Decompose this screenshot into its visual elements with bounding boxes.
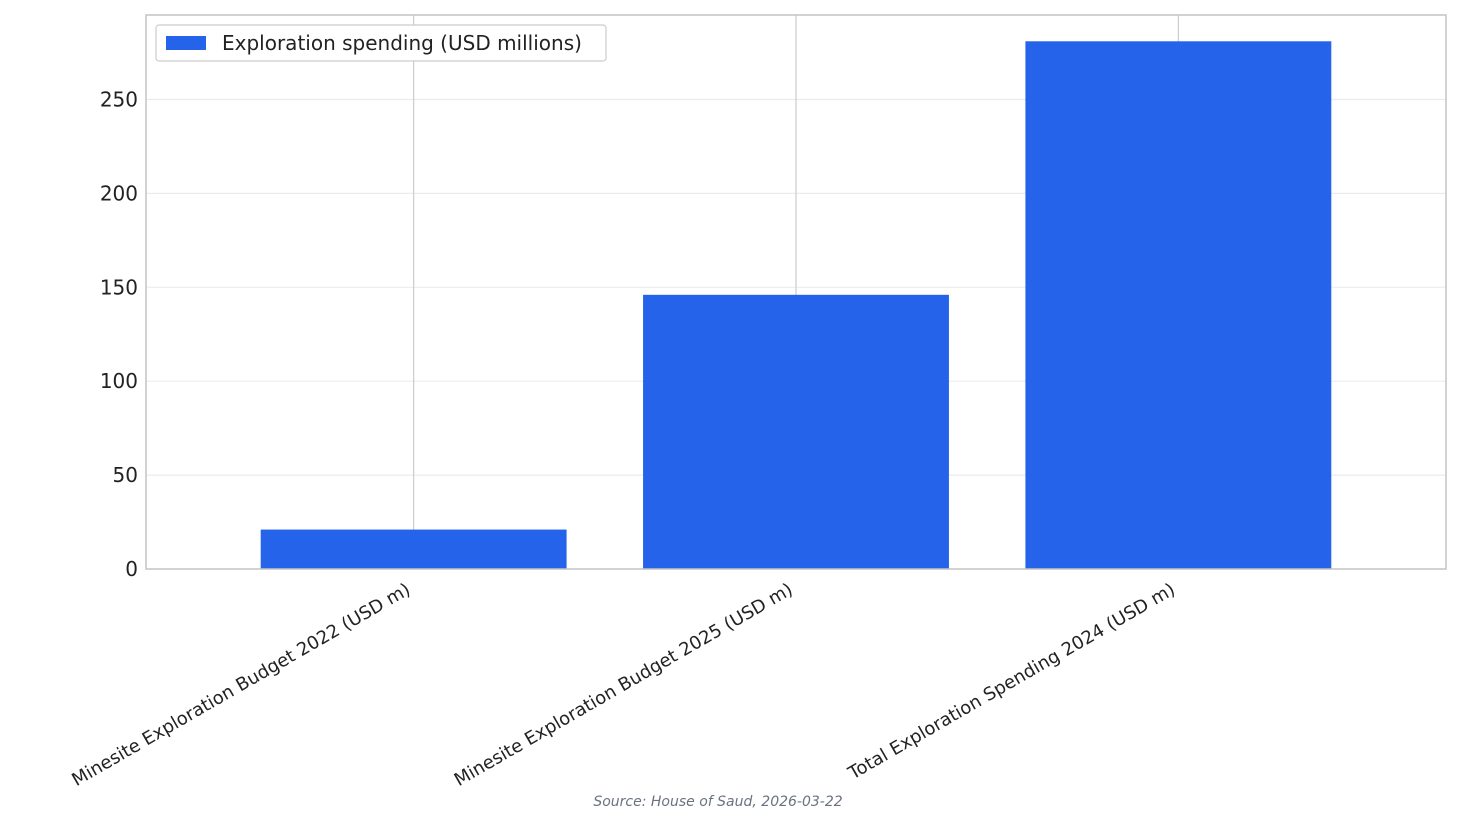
- y-tick-label: 150: [100, 275, 138, 299]
- legend-swatch: [166, 36, 206, 50]
- source-note: Source: House of Saud, 2026-03-22: [593, 794, 842, 810]
- x-category-label: Total Exploration Spending 2024 (USD m): [844, 579, 1179, 784]
- legend-box: [155, 24, 607, 62]
- x-category-label: Minesite Exploration Budget 2025 (USD m): [451, 579, 797, 791]
- y-tick-label: 250: [100, 88, 138, 112]
- bar: [1025, 41, 1332, 570]
- y-axis: 0 50 100 150 200 250: [100, 88, 138, 581]
- bar-layer: [260, 41, 1332, 570]
- bar: [643, 294, 949, 569]
- x-category-label: Minesite Exploration Budget 2022 (USD m): [68, 579, 414, 791]
- plot-frame: [145, 14, 1447, 570]
- legend-label: Exploration spending (USD millions): [222, 31, 582, 55]
- y-tick-label: 50: [113, 463, 138, 487]
- y-tick-label: 100: [100, 369, 138, 393]
- x-axis: Minesite Exploration Budget 2022 (USD m)…: [68, 579, 1178, 791]
- y-tick-label: 0: [125, 557, 138, 581]
- bar: [260, 529, 567, 569]
- legend: Exploration spending (USD millions): [155, 24, 607, 62]
- y-tick-label: 200: [100, 181, 138, 205]
